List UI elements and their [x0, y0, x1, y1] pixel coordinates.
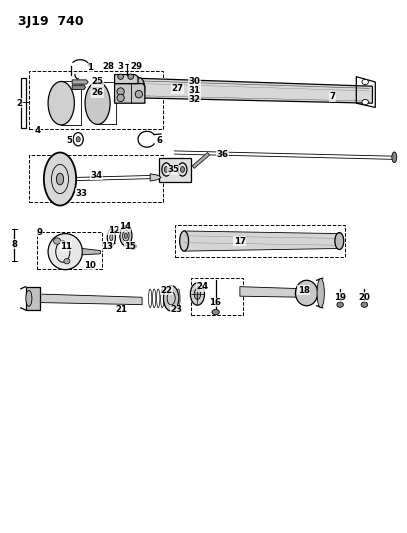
Ellipse shape — [118, 74, 123, 79]
Bar — [175, 225, 345, 257]
Polygon shape — [192, 152, 210, 168]
Polygon shape — [72, 80, 88, 84]
Text: 21: 21 — [116, 305, 128, 314]
Text: 34: 34 — [90, 171, 103, 180]
Text: 3: 3 — [118, 62, 124, 70]
Ellipse shape — [135, 91, 142, 98]
Text: 33: 33 — [75, 189, 88, 198]
Bar — [190, 278, 243, 316]
Ellipse shape — [212, 310, 219, 315]
Text: 8: 8 — [11, 240, 18, 249]
Ellipse shape — [190, 283, 204, 305]
Text: 18: 18 — [298, 286, 310, 295]
Ellipse shape — [110, 234, 113, 241]
Ellipse shape — [120, 225, 132, 246]
Polygon shape — [159, 158, 191, 182]
Polygon shape — [40, 294, 142, 305]
Text: 31: 31 — [188, 86, 201, 95]
Ellipse shape — [48, 82, 74, 125]
Ellipse shape — [54, 238, 61, 244]
Ellipse shape — [129, 243, 136, 249]
Bar — [37, 232, 103, 269]
Text: 11: 11 — [60, 242, 72, 251]
Text: 27: 27 — [171, 84, 183, 93]
Text: 5: 5 — [66, 136, 72, 146]
Text: 14: 14 — [118, 222, 131, 231]
Polygon shape — [184, 231, 340, 251]
Text: 35: 35 — [167, 166, 179, 174]
Polygon shape — [115, 75, 138, 84]
Text: 25: 25 — [92, 77, 103, 86]
Ellipse shape — [124, 233, 127, 238]
Text: 32: 32 — [188, 95, 201, 104]
Text: 15: 15 — [124, 242, 136, 251]
Text: 19: 19 — [334, 293, 346, 302]
Ellipse shape — [116, 83, 125, 98]
Text: 28: 28 — [103, 62, 114, 70]
Ellipse shape — [180, 166, 184, 172]
Text: 30: 30 — [189, 77, 201, 86]
Text: 4: 4 — [35, 126, 41, 135]
Text: 20: 20 — [359, 293, 370, 302]
Ellipse shape — [164, 286, 179, 311]
Ellipse shape — [362, 100, 368, 105]
Text: 10: 10 — [83, 261, 96, 270]
Ellipse shape — [44, 152, 76, 206]
Polygon shape — [115, 84, 145, 103]
Ellipse shape — [135, 78, 144, 99]
Text: 13: 13 — [101, 242, 113, 251]
Text: 36: 36 — [217, 150, 229, 159]
Text: 12: 12 — [108, 226, 120, 235]
Polygon shape — [138, 78, 372, 103]
Text: 26: 26 — [92, 88, 104, 97]
Text: 22: 22 — [160, 286, 172, 295]
Bar — [29, 155, 163, 202]
Ellipse shape — [392, 152, 397, 163]
Ellipse shape — [335, 232, 344, 249]
Text: 7: 7 — [330, 92, 336, 101]
Text: 24: 24 — [197, 282, 209, 291]
Text: 17: 17 — [234, 237, 246, 246]
Ellipse shape — [117, 94, 124, 102]
Ellipse shape — [361, 302, 368, 308]
Ellipse shape — [85, 82, 110, 124]
Ellipse shape — [64, 259, 70, 264]
Text: 1: 1 — [88, 63, 93, 72]
Text: 9: 9 — [37, 228, 43, 237]
Polygon shape — [26, 287, 40, 310]
Ellipse shape — [179, 231, 188, 251]
Text: 29: 29 — [131, 62, 143, 70]
Ellipse shape — [128, 74, 133, 79]
Polygon shape — [82, 248, 101, 255]
Text: 16: 16 — [209, 298, 221, 307]
Polygon shape — [240, 287, 304, 297]
Ellipse shape — [337, 302, 344, 308]
Ellipse shape — [48, 233, 83, 270]
Ellipse shape — [317, 278, 324, 308]
Text: 3J19  740: 3J19 740 — [18, 14, 83, 28]
Ellipse shape — [76, 136, 80, 142]
Polygon shape — [72, 85, 85, 90]
Text: 6: 6 — [156, 136, 162, 145]
Ellipse shape — [295, 280, 318, 306]
Bar — [29, 71, 163, 128]
Ellipse shape — [56, 173, 63, 185]
Ellipse shape — [26, 290, 32, 306]
Ellipse shape — [117, 88, 124, 95]
Ellipse shape — [164, 166, 168, 172]
Ellipse shape — [362, 79, 368, 85]
Ellipse shape — [194, 289, 201, 300]
Polygon shape — [150, 174, 161, 181]
Text: 2: 2 — [17, 99, 22, 108]
Text: 23: 23 — [170, 305, 182, 314]
